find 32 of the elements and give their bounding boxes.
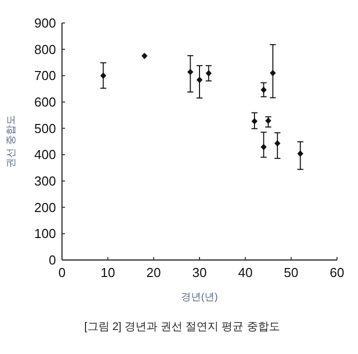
point bbox=[100, 72, 106, 79]
point bbox=[187, 68, 194, 76]
x-tick-label: 10 bbox=[100, 265, 116, 280]
y-tick-label: 400 bbox=[34, 147, 56, 162]
x-tick-label: 20 bbox=[146, 265, 161, 280]
point bbox=[206, 70, 212, 76]
y-tick-label: 900 bbox=[34, 16, 56, 30]
point bbox=[297, 150, 304, 157]
x-tick-label: 0 bbox=[58, 265, 66, 280]
text: [그림 2] 경년과 권선 절연지 평균 중합도 bbox=[84, 321, 280, 333]
x-tick-label: 40 bbox=[238, 265, 253, 280]
point bbox=[260, 144, 267, 150]
y-tick-label: 700 bbox=[34, 68, 56, 84]
point bbox=[265, 117, 272, 124]
y-tick-label: 0 bbox=[48, 252, 56, 268]
point bbox=[196, 76, 202, 84]
y-tick-label: 800 bbox=[34, 42, 56, 57]
point bbox=[260, 86, 267, 94]
y-tick-label: 500 bbox=[34, 120, 56, 136]
x-tick-label: 30 bbox=[192, 265, 207, 280]
y-tick-label: 200 bbox=[34, 200, 56, 215]
x-tick-label: 50 bbox=[284, 265, 298, 280]
point bbox=[142, 52, 148, 60]
point bbox=[252, 118, 258, 124]
y-tick-label: 300 bbox=[34, 174, 56, 188]
x-axis-title: 경년(년) bbox=[181, 292, 218, 303]
point bbox=[274, 140, 280, 147]
y-tick-label: 100 bbox=[34, 226, 56, 242]
y-tick-label: 600 bbox=[34, 94, 56, 110]
x-tick-label: 60 bbox=[330, 265, 344, 280]
y-axis-title: 권선 중합도 bbox=[6, 115, 17, 168]
point bbox=[270, 70, 276, 76]
